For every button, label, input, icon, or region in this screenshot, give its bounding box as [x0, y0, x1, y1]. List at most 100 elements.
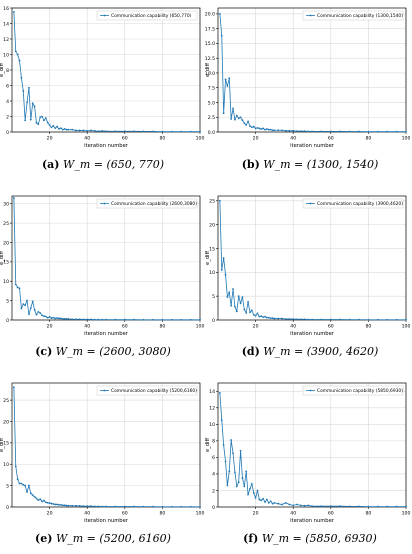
caption-a: (a) W_m = (650, 770) [3, 158, 203, 171]
data-point [237, 117, 240, 120]
y-tick-label: 8 [212, 439, 215, 445]
data-point [82, 318, 85, 321]
data-point [254, 497, 257, 499]
data-point [82, 505, 85, 508]
data-point [339, 130, 342, 133]
y-tick-label: 15 [3, 441, 9, 447]
data-point [22, 483, 25, 486]
data-point [288, 318, 291, 320]
data-point [39, 312, 42, 314]
x-tick-label: 40 [84, 511, 90, 517]
data-point [265, 128, 268, 130]
data-point [256, 126, 259, 129]
data-point [28, 86, 30, 89]
x-tick-label: 100 [196, 324, 205, 330]
data-point [93, 318, 96, 321]
data-point [292, 318, 295, 320]
caption-e: (e) W_m = (5200, 6160) [3, 532, 203, 545]
data-point [65, 128, 68, 131]
data-point [37, 310, 40, 313]
data-point [367, 505, 370, 508]
legend-box [96, 198, 198, 209]
caption-e-label: (e) [35, 532, 53, 545]
data-point [20, 482, 23, 485]
data-point [114, 505, 117, 508]
data-point [101, 129, 104, 132]
y-axis-label: e_diff [0, 438, 5, 453]
chart-panel-4: 0 5 10 15 20 25 20 40 60 80 100 iteration number e_d… [0, 382, 204, 524]
x-tick-label: 100 [402, 511, 411, 517]
data-point [262, 316, 265, 319]
data-point [26, 491, 28, 493]
legend-marker [309, 389, 312, 392]
y-tick-label: 20 [209, 222, 215, 228]
caption-d: (d) W_m = (3900, 4620) [210, 345, 410, 358]
data-point [277, 317, 280, 320]
data-point [245, 311, 248, 314]
data-point [307, 318, 310, 321]
data-point [307, 504, 310, 507]
data-point [56, 125, 59, 128]
y-tick-label: 25 [3, 398, 9, 404]
data-point [277, 129, 280, 132]
data-point [31, 102, 34, 105]
data-point [376, 505, 379, 508]
y-tick-label: 25 [3, 221, 9, 227]
y-tick-label: 2 [212, 488, 215, 494]
data-point [256, 489, 259, 492]
data-point [267, 316, 270, 319]
data-point [235, 114, 238, 117]
data-point [264, 315, 266, 318]
data-point [78, 129, 81, 132]
data-point [43, 315, 45, 318]
data-point [71, 128, 74, 131]
y-tick-label: 4 [6, 99, 9, 105]
caption-f-label: (f) [243, 532, 259, 545]
y-tick-label: 10 [3, 52, 9, 58]
y-tick-label: 15 [3, 260, 9, 266]
data-point [303, 504, 306, 507]
data-point [339, 318, 342, 321]
data-point [86, 505, 89, 508]
data-point [65, 317, 68, 320]
data-point [44, 117, 47, 119]
data-point [22, 90, 25, 92]
data-point [14, 50, 17, 53]
data-point [235, 310, 238, 313]
y-tick-label: 0 [212, 318, 215, 324]
y-tick-label: 16 [3, 6, 9, 12]
y-tick-label: 12 [3, 37, 9, 43]
y-tick-label: 8 [6, 68, 9, 74]
y-tick-label: 5.0 [208, 100, 215, 106]
data-point [133, 505, 136, 508]
data-point [254, 314, 257, 317]
data-point [24, 304, 27, 307]
data-point [43, 119, 45, 122]
data-point [24, 484, 27, 487]
data-point [284, 129, 287, 132]
x-tick-label: 80 [159, 136, 165, 142]
y-axis-label: e_diff [205, 438, 211, 453]
data-point [405, 505, 407, 508]
data-point [269, 317, 272, 319]
data-point [189, 505, 192, 508]
data-point [320, 505, 323, 508]
data-point [43, 499, 45, 502]
data-point [199, 505, 201, 508]
data-point [247, 493, 249, 496]
data-point [267, 128, 270, 131]
data-point [224, 460, 227, 463]
data-point [281, 503, 283, 506]
data-point [29, 492, 32, 495]
x-axis-label: iteration number [290, 331, 335, 337]
data-point [189, 130, 192, 133]
y-tick-label: 15.0 [205, 41, 215, 47]
caption-f: (f) W_m = (5850, 6930) [210, 532, 410, 545]
data-point [262, 127, 265, 130]
data-point [226, 85, 229, 87]
data-point [29, 118, 32, 121]
data-point [50, 502, 53, 505]
x-tick-label: 80 [159, 324, 165, 330]
data-point [329, 130, 332, 133]
